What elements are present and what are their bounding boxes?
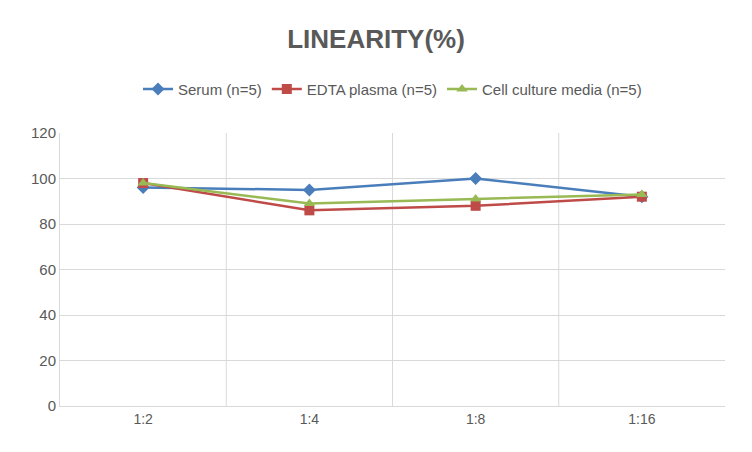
- svg-text:1:4: 1:4: [300, 411, 320, 427]
- svg-text:1:16: 1:16: [628, 411, 655, 427]
- svg-text:40: 40: [39, 306, 56, 323]
- svg-text:Serum (n=5): Serum (n=5): [178, 81, 262, 98]
- svg-text:80: 80: [39, 215, 56, 232]
- svg-text:60: 60: [39, 261, 56, 278]
- svg-text:LINEARITY(%): LINEARITY(%): [287, 24, 465, 54]
- svg-text:20: 20: [39, 352, 56, 369]
- svg-text:Cell culture media (n=5): Cell culture media (n=5): [482, 81, 642, 98]
- svg-text:1:2: 1:2: [133, 411, 153, 427]
- svg-text:120: 120: [31, 124, 56, 141]
- svg-text:0: 0: [48, 397, 56, 414]
- svg-text:EDTA plasma (n=5): EDTA plasma (n=5): [307, 81, 437, 98]
- svg-text:1:8: 1:8: [466, 411, 486, 427]
- svg-text:100: 100: [31, 170, 56, 187]
